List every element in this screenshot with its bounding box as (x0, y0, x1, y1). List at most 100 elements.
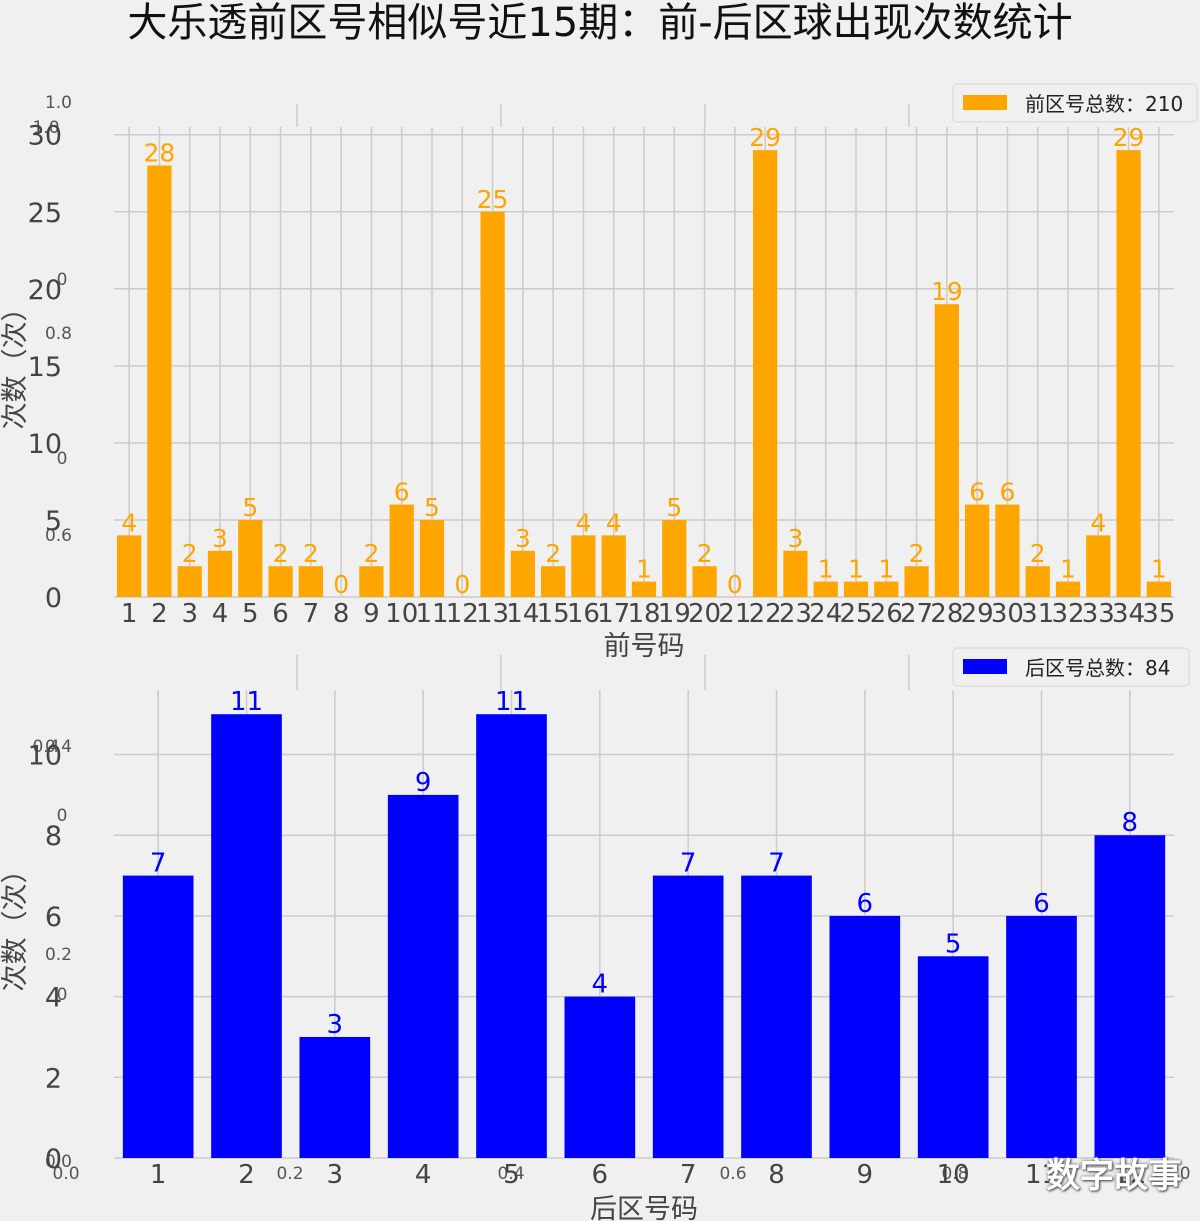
x-tick-label: 8 (333, 599, 350, 629)
x-tick-label: 5 (242, 599, 259, 629)
data-label: 4 (592, 970, 609, 1000)
legend-box (952, 647, 1190, 687)
data-label: 4 (1090, 508, 1106, 537)
bar-front-31 (1025, 566, 1050, 597)
x-tick-label: 33 (1082, 599, 1115, 629)
bar-front-27 (904, 566, 929, 597)
bar-back-9 (829, 915, 901, 1158)
x-tick-label: 21 (718, 599, 751, 629)
bar-back-5 (476, 714, 547, 1158)
x-tick-label: 11 (1025, 1160, 1058, 1190)
bar-back-3 (299, 1036, 371, 1158)
background-y-tick-label: 1.0 (32, 118, 59, 138)
data-label: 5 (242, 493, 258, 522)
y-tick-label: 2 (45, 1063, 62, 1094)
y-tick-label: 20 (28, 275, 62, 306)
data-label: 2 (363, 539, 379, 568)
data-label: 0 (727, 570, 743, 599)
watermark: 数字故事 (1046, 1156, 1182, 1196)
data-label: 1 (818, 555, 834, 584)
data-label: 6 (857, 889, 874, 919)
data-label: 7 (150, 849, 167, 879)
y-tick-label: 6 (45, 902, 62, 933)
x-tick-label: 1 (121, 599, 138, 629)
data-label: 3 (212, 524, 228, 553)
bar-front-34 (1116, 150, 1141, 598)
bar-front-1 (117, 535, 142, 597)
x-tick-label: 13 (476, 599, 509, 629)
x-tick-label: 9 (363, 599, 380, 629)
data-label: 6 (999, 478, 1015, 507)
data-label: 9 (415, 768, 432, 798)
background-x-tick-label: 0.0 (52, 1164, 79, 1184)
x-tick-label: 20 (688, 599, 721, 629)
background-tick-label: 0 (57, 806, 68, 826)
bar-front-16 (571, 535, 596, 597)
x-axis-label: 前号码 (604, 631, 685, 662)
y-tick-label: 0 (45, 1144, 62, 1175)
legend-swatch (963, 659, 1007, 674)
x-tick-label: 9 (857, 1160, 874, 1190)
data-label: 2 (273, 539, 289, 568)
bar-front-2 (147, 165, 172, 597)
x-tick-label: 27 (900, 599, 933, 629)
data-label: 6 (1033, 889, 1050, 919)
x-tick-label: 17 (597, 599, 630, 629)
legend-box (952, 83, 1198, 123)
y-axis-label: 次数（次） (0, 295, 31, 430)
bar-back-7 (652, 875, 724, 1158)
x-tick-label: 1 (150, 1160, 167, 1190)
bar-back-12 (1094, 835, 1166, 1158)
x-tick-label: 25 (839, 599, 872, 629)
x-tick-label: 24 (809, 599, 842, 629)
bar-back-2 (211, 714, 282, 1158)
data-label: 3 (327, 1010, 344, 1040)
data-label: 5 (945, 929, 962, 959)
x-tick-label: 3 (181, 599, 198, 629)
data-label: 4 (121, 508, 137, 537)
bar-front-6 (268, 566, 293, 597)
bar-front-33 (1086, 535, 1111, 597)
x-tick-label: 4 (212, 599, 229, 629)
x-tick-label: 14 (506, 599, 539, 629)
data-label: 25 (477, 185, 509, 214)
bar-front-7 (298, 566, 323, 597)
x-tick-label: 28 (930, 599, 963, 629)
x-tick-label: 31 (1021, 599, 1054, 629)
data-label: 1 (878, 555, 894, 584)
data-label: 7 (680, 849, 697, 879)
data-label: 11 (495, 687, 528, 717)
bar-front-26 (874, 581, 899, 597)
data-label: 2 (1030, 539, 1046, 568)
data-label: 11 (230, 687, 263, 717)
bar-front-35 (1146, 581, 1171, 597)
background-y-tick-label: 0.0 (45, 1152, 72, 1172)
x-axis-label: 后区号码 (590, 1194, 698, 1221)
bar-front-18 (631, 581, 657, 597)
data-label: 3 (515, 524, 531, 553)
background-x-tick-label: 0.4 (497, 1164, 524, 1184)
data-label: 2 (303, 539, 319, 568)
bar-front-11 (419, 519, 445, 597)
bar-front-10 (389, 504, 414, 597)
bar-back-1 (122, 875, 194, 1158)
background-y-tick-label: 0.2 (45, 945, 72, 965)
data-label: 2 (909, 539, 925, 568)
data-label: 5 (424, 493, 440, 522)
bar-front-4 (207, 550, 233, 597)
x-tick-label: 8 (768, 1160, 785, 1190)
y-tick-label: 15 (28, 352, 62, 383)
data-label: 1 (1151, 555, 1167, 584)
y-tick-label: 5 (45, 506, 62, 537)
bar-back-11 (1006, 915, 1077, 1158)
x-tick-label: 3 (327, 1160, 344, 1190)
background-x-tick-label: 1.0 (1163, 1164, 1190, 1184)
y-tick-label: 10 (28, 429, 62, 460)
background-tick-label: 0 (57, 449, 68, 469)
x-tick-label: 12 (446, 599, 479, 629)
data-label: 2 (182, 539, 198, 568)
data-label: 7 (768, 849, 785, 879)
x-tick-label: 2 (238, 1160, 255, 1190)
background-y-tick-label: 0.6 (45, 526, 72, 546)
